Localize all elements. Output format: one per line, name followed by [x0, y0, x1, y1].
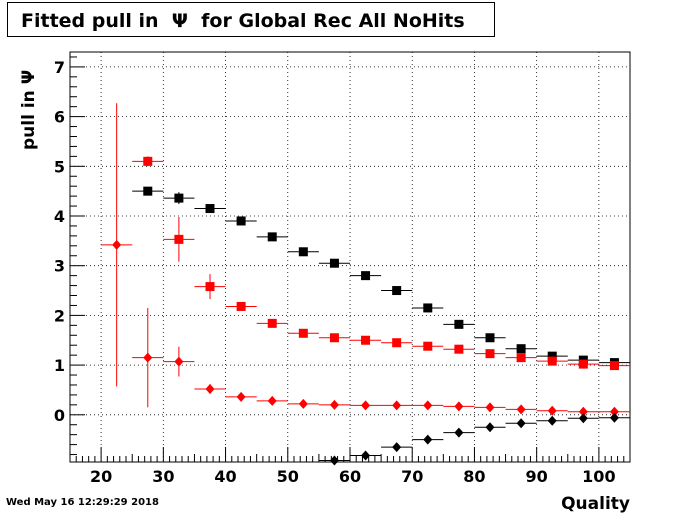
- y-tick-label: 2: [54, 306, 65, 325]
- series-2: [132, 156, 630, 371]
- chart-title: Fitted pull in Ψ for Global Rec All NoHi…: [21, 10, 465, 32]
- data-point-square: [361, 335, 371, 345]
- data-point-diamond: [361, 450, 371, 461]
- data-point-square: [516, 353, 526, 363]
- data-point-square: [298, 247, 308, 257]
- data-point-diamond: [298, 398, 308, 409]
- data-point-diamond: [392, 442, 402, 453]
- data-point-diamond: [454, 427, 464, 438]
- data-point-diamond: [485, 422, 495, 433]
- data-point-square: [329, 258, 339, 268]
- data-point-square: [454, 319, 464, 329]
- series-1: [132, 186, 630, 368]
- data-point-square: [454, 344, 464, 354]
- data-point-diamond: [516, 418, 526, 429]
- data-point-square: [578, 359, 588, 369]
- data-point-diamond: [236, 391, 246, 402]
- data-point-diamond: [609, 412, 619, 423]
- data-point-square: [516, 344, 526, 354]
- x-tick-label: 70: [401, 467, 423, 486]
- x-axis-title: Quality: [561, 494, 630, 514]
- data-point-diamond: [112, 239, 122, 250]
- data-point-square: [143, 186, 153, 196]
- x-tick-label: 20: [90, 467, 112, 486]
- data-point-diamond: [423, 400, 433, 411]
- data-point-square: [174, 193, 184, 203]
- y-tick-label: 0: [54, 406, 65, 425]
- series-3: [101, 103, 630, 417]
- y-tick-label: 7: [54, 58, 65, 77]
- data-point-square: [423, 303, 433, 313]
- x-tick-label: 90: [526, 467, 548, 486]
- data-point-square: [423, 341, 433, 351]
- data-point-diamond: [547, 415, 557, 426]
- data-point-square: [236, 301, 246, 311]
- data-point-square: [329, 333, 339, 343]
- x-tick-label: 50: [277, 467, 299, 486]
- data-point-square: [485, 333, 495, 343]
- data-point-diamond: [143, 352, 153, 363]
- y-tick-label: 1: [54, 356, 65, 375]
- data-point-square: [485, 349, 495, 359]
- data-point-square: [236, 216, 246, 226]
- y-tick-label: 3: [54, 257, 65, 276]
- axes: 20 30 40 50 60 70 80 90 100 0 1 2 3 4 5 6 7: [54, 51, 631, 486]
- data-point-diamond: [578, 413, 588, 424]
- data-point-square: [361, 271, 371, 281]
- data-point-diamond: [609, 406, 619, 417]
- y-axis-title: pull in Ψ: [19, 70, 39, 150]
- y-tick-label: 6: [54, 108, 65, 127]
- x-tick-label: 30: [152, 467, 174, 486]
- data-point-diamond: [361, 400, 371, 411]
- data-point-square: [392, 286, 402, 296]
- data-point-diamond: [485, 402, 495, 413]
- data-point-square: [205, 282, 215, 292]
- data-point-square: [267, 232, 277, 242]
- chart-title-box: Fitted pull in Ψ for Global Rec All NoHi…: [7, 2, 495, 37]
- y-tick-label: 4: [54, 207, 65, 226]
- series-4: [318, 412, 630, 466]
- data-point-square: [174, 234, 184, 244]
- data-point-square: [547, 351, 557, 361]
- data-point-diamond: [205, 383, 215, 394]
- data-point-square: [609, 361, 619, 371]
- x-tick-label: 60: [339, 467, 361, 486]
- data-point-square: [392, 338, 402, 348]
- x-tick-label: 80: [463, 467, 485, 486]
- data-point-diamond: [392, 400, 402, 411]
- data-point-diamond: [174, 356, 184, 367]
- x-tick-label: 100: [582, 467, 615, 486]
- data-point-square: [298, 328, 308, 338]
- data-point-diamond: [578, 406, 588, 417]
- data-point-diamond: [516, 404, 526, 415]
- grid-lines: [70, 52, 630, 462]
- x-tick-label: 40: [214, 467, 236, 486]
- data-point-diamond: [329, 455, 339, 466]
- data-point-diamond: [454, 401, 464, 412]
- y-tick-label: 5: [54, 157, 65, 176]
- data-point-square: [547, 356, 557, 366]
- data-point-diamond: [329, 399, 339, 410]
- data-point-square: [267, 318, 277, 328]
- data-point-diamond: [423, 434, 433, 445]
- timestamp: Wed May 16 12:29:29 2018: [6, 497, 159, 508]
- data-point-diamond: [267, 395, 277, 406]
- data-point-square: [143, 156, 153, 166]
- data-point-square: [205, 204, 215, 214]
- data-series: [101, 103, 630, 466]
- data-point-diamond: [547, 405, 557, 416]
